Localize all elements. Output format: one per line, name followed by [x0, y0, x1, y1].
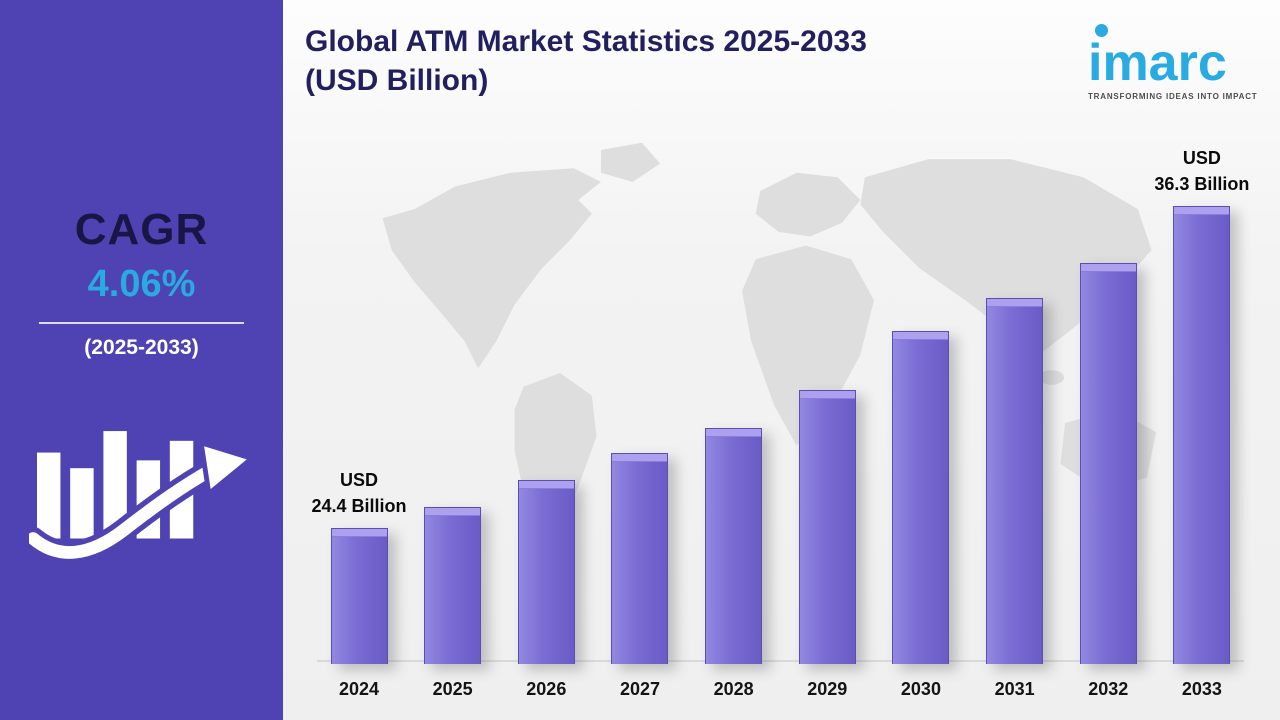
bar-2032 [1079, 263, 1137, 664]
bar-column-2024: USD 24.4 Billion 2024 [311, 467, 407, 706]
cagr-label: CAGR [74, 205, 209, 254]
bar-column-2026: 2026 [500, 480, 592, 706]
year-label-2030: 2030 [900, 679, 941, 699]
bar-2026 [517, 480, 575, 664]
cagr-value: 4.06% [87, 263, 196, 305]
bar-column-2028: 2028 [688, 428, 780, 706]
bar-2033 [1173, 206, 1231, 664]
year-label-2026: 2026 [526, 679, 567, 699]
map-asia [860, 159, 1152, 360]
bar-column-2029: 2029 [781, 390, 873, 706]
chart-panel: Global ATM Market Statistics 2025-2033 (… [283, 0, 1280, 720]
chart-title-line1: Global ATM Market Statistics 2025-2033 [305, 25, 867, 58]
cagr-divider [39, 322, 244, 324]
map-islands-2 [1038, 370, 1065, 385]
header-row: Global ATM Market Statistics 2025-2033 (… [305, 22, 1266, 101]
arrow-shaft [29, 463, 218, 559]
map-africa [742, 245, 874, 446]
bar-chart: USD 24.4 Billion 2024 2025 2026 2027 2028 2029 2… [311, 106, 1250, 706]
year-label-2027: 2027 [619, 679, 660, 699]
bar-column-2033: USD 36.3 Billion 2033 [1154, 145, 1250, 706]
year-label-2033: 2033 [1181, 679, 1222, 699]
logo-brand: imarc [1088, 34, 1227, 92]
year-label-2031: 2031 [994, 679, 1035, 699]
bar-2027 [611, 453, 669, 664]
bar-column-2025: 2025 [407, 507, 499, 706]
cagr-panel: CAGR 4.06% (2025-2033) [0, 0, 283, 720]
bar-2030 [892, 331, 950, 664]
bar-2024 [330, 528, 388, 664]
chart-title: Global ATM Market Statistics 2025-2033 (… [305, 22, 867, 100]
logo-dot-icon [1095, 24, 1108, 37]
imarc-logo: imarc TRANSFORMING IDEAS INTO IMPACT [1088, 22, 1266, 101]
year-label-2032: 2032 [1088, 679, 1129, 699]
arrow-head [198, 439, 254, 499]
cagr-period: (2025-2033) [84, 336, 199, 359]
map-greenland [601, 142, 661, 182]
bar-2025 [424, 507, 482, 664]
bar-column-2032: 2032 [1062, 263, 1154, 706]
world-map [382, 142, 1157, 560]
logo-tagline: TRANSFORMING IDEAS INTO IMPACT [1088, 92, 1258, 101]
value-label-2033: USD 36.3 Billion [1154, 147, 1250, 194]
bar-2029 [798, 390, 856, 664]
value-label-2024: USD 24.4 Billion [311, 469, 407, 516]
growth-bars-arrow-icon [29, 431, 254, 560]
year-label-2028: 2028 [713, 679, 754, 699]
map-north-america [382, 168, 601, 369]
bar-2031 [986, 298, 1044, 664]
year-label-2029: 2029 [807, 679, 848, 699]
map-europe [755, 172, 861, 237]
bar-2028 [705, 428, 763, 664]
bar-column-2027: 2027 [594, 453, 686, 706]
year-label-2025: 2025 [432, 679, 473, 699]
year-label-2024: 2024 [338, 679, 380, 699]
bar-column-2031: 2031 [969, 298, 1061, 706]
bar-column-2030: 2030 [875, 331, 967, 706]
chart-title-line2: (USD Billion) [305, 64, 489, 97]
